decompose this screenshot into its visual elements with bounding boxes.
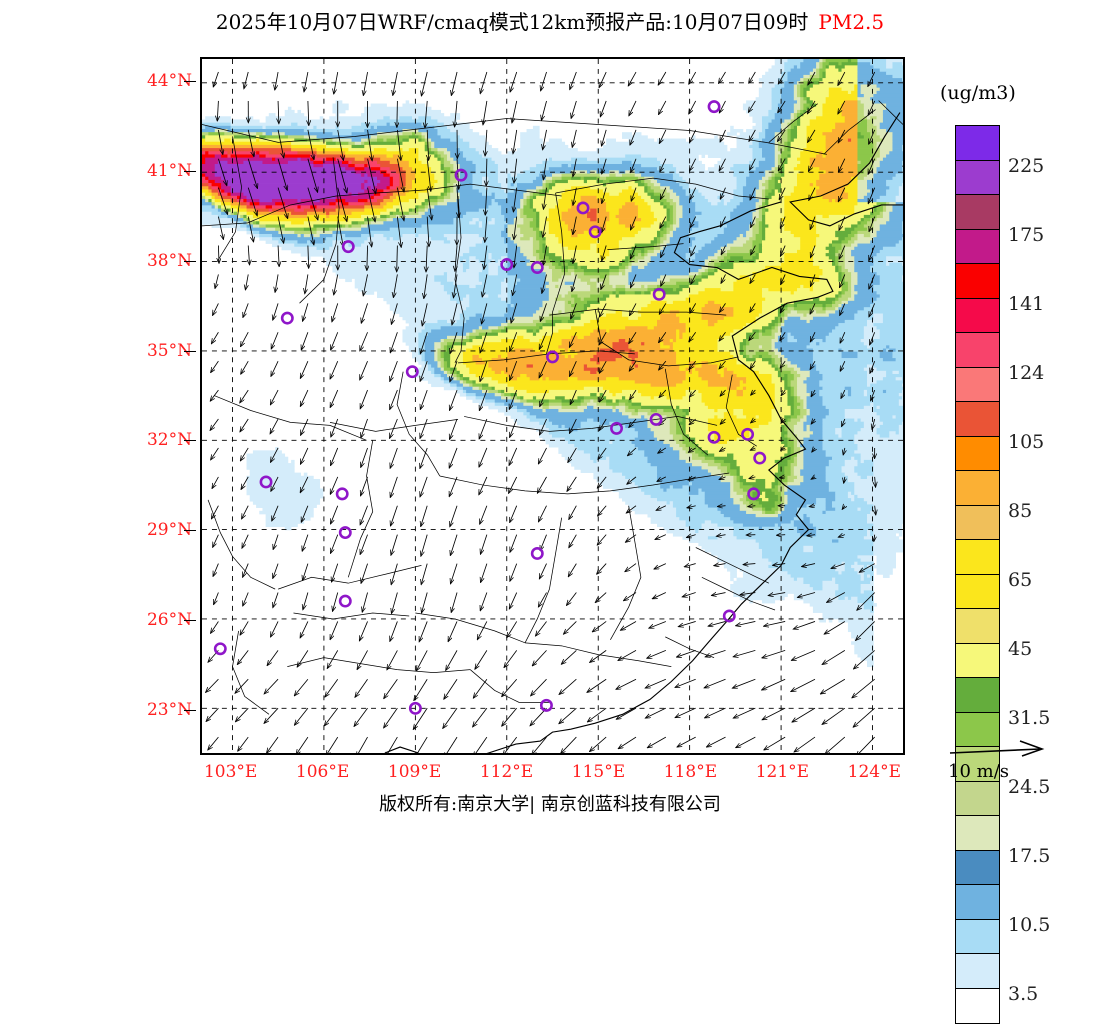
title-main-text: 2025年10月07日WRF/cmaq模式12km预报产品:10月07日09时	[216, 10, 809, 34]
colorbar-tick-label: 10.5	[1008, 914, 1050, 936]
longitude-tick-label: 109°E	[388, 762, 441, 782]
colorbar-swatch	[955, 160, 1000, 196]
longitude-tick-label: 121°E	[756, 762, 809, 782]
colorbar-swatch	[955, 125, 1000, 161]
colorbar-swatch	[955, 574, 1000, 610]
colorbar-tick-label: 45	[1008, 638, 1032, 660]
colorbar-swatch	[955, 608, 1000, 644]
colorbar-swatch	[955, 781, 1000, 817]
longitude-axis: 103°E 106°E 109°E 112°E 115°E 118°E 121°E 124°E	[200, 762, 905, 792]
longitude-tick-label: 103°E	[204, 762, 257, 782]
colorbar-swatch	[955, 298, 1000, 334]
colorbar-swatch	[955, 229, 1000, 265]
colorbar-swatch	[955, 194, 1000, 230]
colorbar-tick-label: 31.5	[1008, 707, 1050, 729]
title-species-label: PM2.5	[818, 10, 884, 34]
colorbar-swatch	[955, 436, 1000, 472]
latitude-tick-mark	[184, 530, 196, 531]
colorbar-swatch	[955, 367, 1000, 403]
map-plot-area[interactable]	[200, 57, 905, 755]
colorbar-swatch	[955, 953, 1000, 989]
colorbar-swatch	[955, 815, 1000, 851]
colorbar-swatch	[955, 643, 1000, 679]
colorbar-swatch	[955, 470, 1000, 506]
latitude-tick-mark	[184, 710, 196, 711]
colorbar-swatch	[955, 401, 1000, 437]
colorbar-swatch	[955, 919, 1000, 955]
colorbar-unit-label: (ug/m3)	[940, 82, 1016, 104]
colorbar-tick-label: 141	[1008, 293, 1044, 315]
colorbar-tick-label: 3.5	[1008, 983, 1038, 1005]
colorbar-tick-label: 65	[1008, 569, 1032, 591]
longitude-tick-label: 106°E	[296, 762, 349, 782]
page-title: 2025年10月07日WRF/cmaq模式12km预报产品:10月07日09时 P…	[0, 6, 1100, 35]
colorbar-tick-label: 17.5	[1008, 845, 1050, 867]
longitude-tick-label: 118°E	[664, 762, 717, 782]
colorbar-swatch	[955, 677, 1000, 713]
wind-arrow-icon	[946, 737, 1066, 763]
latitude-tick-mark	[184, 351, 196, 352]
colorbar-swatch	[955, 988, 1000, 1024]
latitude-tick-mark	[184, 261, 196, 262]
latitude-tick-mark	[184, 620, 196, 621]
colorbar-swatch	[955, 850, 1000, 886]
colorbar-swatch	[955, 263, 1000, 299]
copyright-footer: 版权所有:南京大学| 南京创蓝科技有限公司	[0, 790, 1100, 816]
colorbar-swatches	[955, 125, 1000, 1022]
latitude-tick-mark	[184, 440, 196, 441]
colorbar-tick-label: 24.5	[1008, 776, 1050, 798]
latitude-tick-mark	[184, 81, 196, 82]
longitude-tick-label: 124°E	[848, 762, 901, 782]
pm25-contour-map	[202, 59, 903, 753]
colorbar-swatch	[955, 332, 1000, 368]
colorbar-swatch	[955, 539, 1000, 575]
colorbar-swatch	[955, 505, 1000, 541]
latitude-tick-mark	[184, 171, 196, 172]
colorbar-swatch	[955, 884, 1000, 920]
longitude-tick-label: 112°E	[480, 762, 533, 782]
colorbar-tick-label: 225	[1008, 155, 1044, 177]
colorbar-tick-label: 124	[1008, 362, 1044, 384]
colorbar-tick-label: 85	[1008, 500, 1032, 522]
longitude-tick-label: 115°E	[572, 762, 625, 782]
colorbar-tick-label: 105	[1008, 431, 1044, 453]
colorbar-tick-label: 175	[1008, 224, 1044, 246]
